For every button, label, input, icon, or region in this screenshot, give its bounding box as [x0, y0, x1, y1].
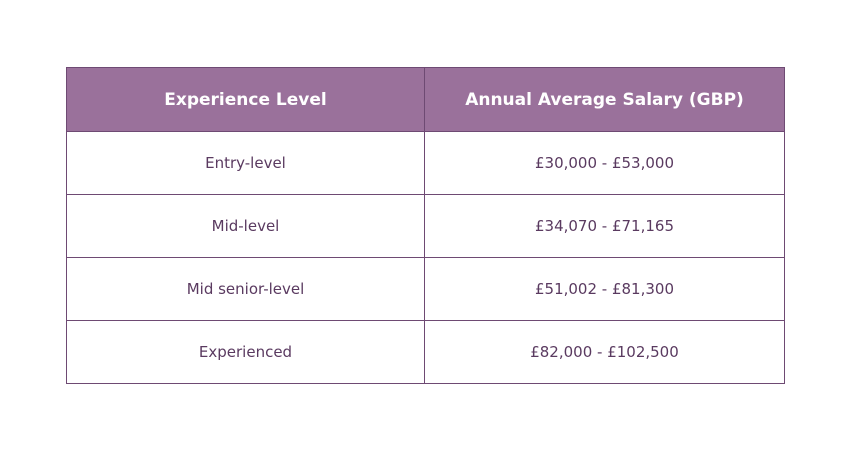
cell-salary-range: £30,000 - £53,000 — [424, 131, 785, 195]
cell-salary-range: £51,002 - £81,300 — [424, 257, 785, 321]
table-row: Experienced £82,000 - £102,500 — [66, 320, 785, 384]
salary-table: Experience Level Annual Average Salary (… — [66, 67, 785, 384]
header-experience-level: Experience Level — [66, 67, 425, 132]
cell-experience-level: Mid senior-level — [66, 257, 425, 321]
header-annual-salary: Annual Average Salary (GBP) — [424, 67, 785, 132]
table-row: Mid senior-level £51,002 - £81,300 — [66, 257, 785, 321]
table-row: Entry-level £30,000 - £53,000 — [66, 131, 785, 195]
cell-experience-level: Experienced — [66, 320, 425, 384]
cell-experience-level: Mid-level — [66, 194, 425, 258]
salary-table-container: Experience Level Annual Average Salary (… — [66, 67, 785, 384]
cell-salary-range: £34,070 - £71,165 — [424, 194, 785, 258]
table-header-row: Experience Level Annual Average Salary (… — [66, 67, 785, 132]
table-row: Mid-level £34,070 - £71,165 — [66, 194, 785, 258]
cell-experience-level: Entry-level — [66, 131, 425, 195]
cell-salary-range: £82,000 - £102,500 — [424, 320, 785, 384]
